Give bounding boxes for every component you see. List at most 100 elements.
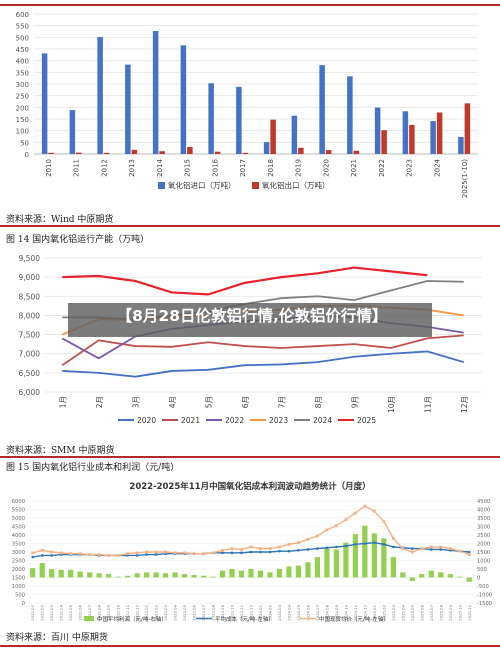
y-tick-label-left: 1500 [12, 576, 25, 582]
article-title-banner: 【8月28日伦敦铝行情,伦敦铝价行情】 [68, 303, 432, 337]
y-tick-label-right: 4500 [477, 499, 490, 505]
cost-marker [221, 552, 224, 555]
export-bar [298, 148, 304, 154]
spot-price-marker [60, 551, 63, 554]
y-tick-label-left: 5000 [12, 516, 25, 522]
x-tick-label: 2022.04 [59, 604, 64, 620]
y-tick-label-left: 0 [22, 601, 25, 607]
spot-price-marker [354, 512, 357, 515]
spot-price-marker [240, 548, 243, 551]
x-tick-label: 2010 [45, 159, 53, 177]
spot-price-marker [316, 534, 319, 537]
y-tick-label: 0 [25, 151, 29, 159]
x-tick-label: 2025.11 [467, 604, 472, 620]
import-bar [458, 137, 464, 154]
spot-price-marker [430, 546, 433, 549]
spot-price-marker [458, 550, 461, 553]
y-tick-label-right: 3000 [477, 525, 490, 531]
y-tick-label-right: 0 [477, 576, 480, 582]
legend-label-2020: 2020 [137, 416, 156, 425]
spot-price-marker [88, 553, 91, 556]
series-line-2021 [62, 335, 464, 365]
y-tick-label: 150 [16, 116, 29, 124]
spot-price-marker [221, 549, 224, 552]
x-tick-label: 10月 [387, 396, 396, 413]
x-tick-label: 9月 [350, 396, 359, 408]
x-tick-label: 2015 [184, 159, 192, 177]
cost-marker [383, 543, 386, 546]
x-tick-label: 2025.05 [410, 604, 415, 620]
cost-marker [145, 553, 148, 556]
spot-price-marker [373, 510, 376, 513]
y-tick-label-right: 4000 [477, 508, 490, 514]
profit-bar [343, 543, 348, 578]
cost-profit-chart: 2022-2025年11月中国氧化铝成本利润波动趋势统计（月度）05001000… [0, 475, 500, 625]
spot-price-marker [117, 554, 120, 557]
spot-price-marker [126, 552, 129, 555]
x-tick-label: 2025.08 [438, 604, 443, 620]
export-bar [76, 153, 82, 154]
spot-price-marker [392, 537, 395, 540]
x-tick-label: 2024.04 [286, 604, 291, 620]
profit-bar [438, 572, 443, 577]
profit-bar [419, 574, 424, 577]
profit-bar [30, 568, 35, 577]
legend-label-2023: 2023 [269, 416, 288, 425]
y-tick-label: 7,000 [19, 350, 41, 359]
profit-bar [400, 572, 405, 577]
export-bar [437, 112, 443, 154]
profit-bar [296, 566, 301, 578]
spot-price-marker [98, 553, 101, 556]
import-export-chart: 0 50 100 150 200 250 300 350 400 450 500 550 600 2010… [0, 6, 500, 204]
profit-bar [201, 576, 206, 578]
export-bar [465, 103, 471, 154]
profit-bar [258, 571, 263, 578]
y-tick-label-left: 4000 [12, 533, 25, 539]
spot-price-marker [363, 505, 366, 508]
y-tick-label-left: 3500 [12, 542, 25, 548]
x-tick-label: 2025(1-10) [461, 159, 469, 198]
spot-price-marker [468, 553, 471, 556]
y-tick-label: 100 [16, 128, 29, 136]
legend-label-import: 氧化铝进口（万吨） [168, 180, 236, 190]
legend-label-spot: 中国现货均价（元/吨-左轴） [319, 615, 389, 623]
series-line-2025 [62, 268, 427, 295]
profit-bar [429, 571, 434, 578]
x-tick-label: 2025.09 [448, 604, 453, 620]
spot-price-marker [411, 551, 414, 554]
spot-price-marker [50, 551, 53, 554]
cost-marker [269, 551, 272, 554]
x-tick-label: 11月 [423, 396, 432, 413]
x-tick-label: 2023.05 [182, 604, 187, 620]
profit-bar [97, 573, 102, 577]
profit-bar [125, 576, 130, 578]
divider-rule-2 [0, 456, 500, 458]
x-tick-label: 7月 [277, 396, 286, 408]
y-tick-label-right: 2000 [477, 542, 490, 548]
bottom-rule [0, 645, 500, 647]
spot-price-marker [420, 547, 423, 550]
source-note-2: 资料来源：SMM 中原期货 [6, 443, 114, 456]
y-tick-label-right: 3500 [477, 516, 490, 522]
profit-bar [353, 534, 358, 577]
import-bar [42, 53, 48, 154]
x-tick-label: 2011 [73, 159, 81, 177]
import-bar [208, 83, 214, 154]
spot-price-marker [401, 547, 404, 550]
import-bar [375, 108, 381, 154]
spot-price-marker [164, 551, 167, 554]
x-tick-label: 2016 [211, 158, 219, 176]
export-bar [409, 125, 415, 154]
y-tick-label: 9,000 [19, 273, 41, 282]
x-tick-label: 5月 [204, 396, 213, 408]
x-tick-label: 1月 [58, 396, 67, 408]
profit-bar [154, 572, 159, 577]
y-tick-label: 600 [16, 11, 29, 19]
y-tick-label: 550 [16, 23, 29, 31]
x-tick-label: 2021 [350, 159, 358, 177]
profit-bar [324, 549, 329, 578]
profit-bar [277, 569, 282, 578]
y-tick-label-right: 1000 [477, 559, 490, 565]
y-tick-label-right: -500 [477, 584, 489, 590]
y-tick-label-right: -1500 [477, 601, 492, 607]
